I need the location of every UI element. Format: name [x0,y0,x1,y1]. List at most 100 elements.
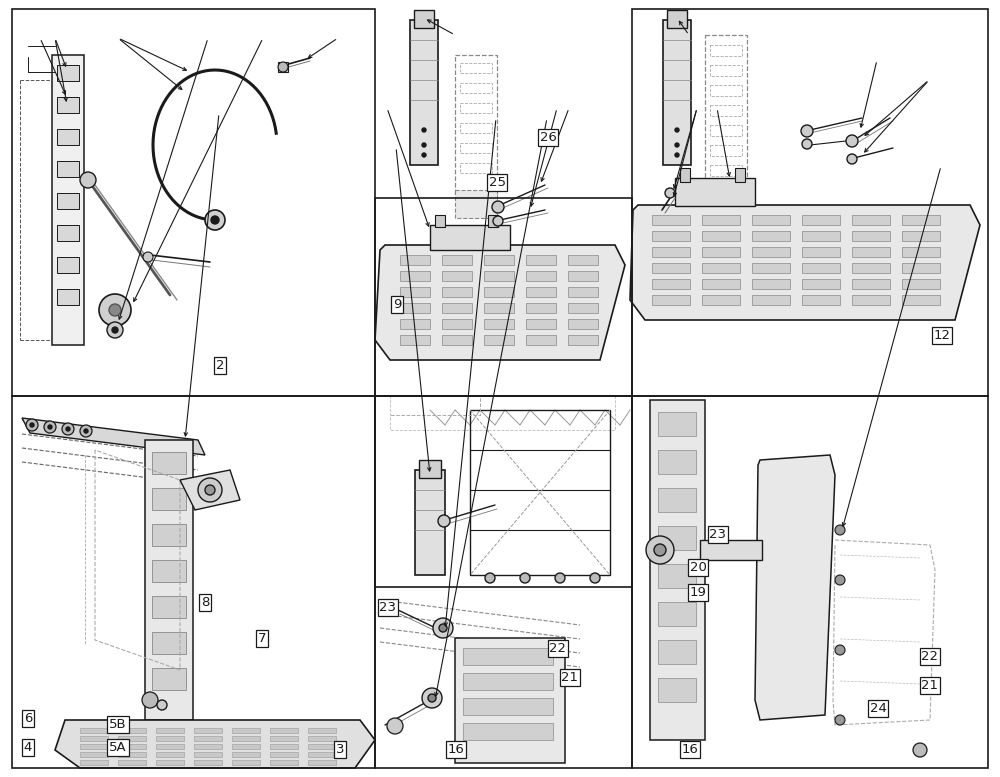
Circle shape [485,573,495,583]
Bar [667,10,687,28]
Bar [118,752,146,757]
Bar [702,215,740,225]
Bar [442,271,472,281]
Bar [435,215,445,227]
Circle shape [48,425,52,429]
FancyBboxPatch shape [574,264,604,282]
Bar [702,279,740,289]
Bar [194,752,222,757]
Bar [700,540,762,560]
Circle shape [44,421,56,433]
Bar [568,271,598,281]
Bar [460,63,492,73]
Bar [470,410,610,575]
Circle shape [84,429,88,433]
Bar [802,295,840,305]
Bar [414,10,434,28]
Circle shape [665,188,675,198]
Circle shape [802,139,812,149]
Bar [308,728,336,733]
Bar [400,255,430,265]
Bar [460,83,492,93]
Bar [658,564,696,588]
Text: 6: 6 [24,713,32,725]
FancyBboxPatch shape [929,221,961,241]
Text: 9: 9 [393,298,401,311]
Bar [658,526,696,550]
Bar [702,247,740,257]
FancyBboxPatch shape [761,473,820,505]
Circle shape [428,694,436,702]
Bar [632,396,988,768]
Text: 5B: 5B [109,718,127,730]
Bar [658,450,696,474]
Bar [442,287,472,297]
Bar [702,263,740,273]
Circle shape [913,743,927,757]
Bar [400,303,430,313]
Bar [455,638,565,763]
Bar [442,335,472,345]
Bar [375,396,632,587]
Circle shape [198,478,222,502]
Bar [118,744,146,749]
Polygon shape [55,720,375,768]
Circle shape [66,427,70,431]
Text: 22: 22 [922,650,938,663]
Bar [463,648,553,665]
Bar [118,760,146,765]
Circle shape [142,692,158,708]
Bar [57,97,79,113]
Bar [658,412,696,436]
Circle shape [835,575,845,585]
Circle shape [422,143,426,147]
Bar [752,295,790,305]
Circle shape [80,425,92,437]
Bar [278,62,288,72]
Bar [57,257,79,273]
Polygon shape [755,455,835,720]
Bar [152,488,186,510]
Bar [652,279,690,289]
Circle shape [143,252,153,262]
FancyBboxPatch shape [98,736,152,760]
Bar [194,760,222,765]
Bar [118,736,146,741]
FancyBboxPatch shape [761,563,820,595]
Bar [308,736,336,741]
Bar [702,295,740,305]
Text: 23: 23 [380,601,396,614]
Polygon shape [180,470,240,510]
Bar [675,178,755,206]
Bar [400,319,430,329]
Bar [902,247,940,257]
Bar [568,303,598,313]
Circle shape [205,210,225,230]
Circle shape [646,536,674,564]
Circle shape [675,153,679,157]
Bar [152,524,186,546]
Bar [80,744,108,749]
Bar [902,231,940,241]
Bar [658,602,696,626]
Bar [852,247,890,257]
Text: 8: 8 [201,596,209,608]
Bar [902,215,940,225]
Bar [752,231,790,241]
Circle shape [520,573,530,583]
Bar [568,287,598,297]
Bar [194,744,222,749]
Bar [752,247,790,257]
Bar [710,165,742,176]
Text: 20: 20 [690,561,706,573]
Bar [752,263,790,273]
Circle shape [112,327,118,333]
Bar [852,279,890,289]
Bar [902,279,940,289]
Bar [710,65,742,76]
Circle shape [26,419,38,431]
Bar [484,303,514,313]
Text: 3: 3 [336,744,344,756]
Bar [484,255,514,265]
Bar [442,319,472,329]
